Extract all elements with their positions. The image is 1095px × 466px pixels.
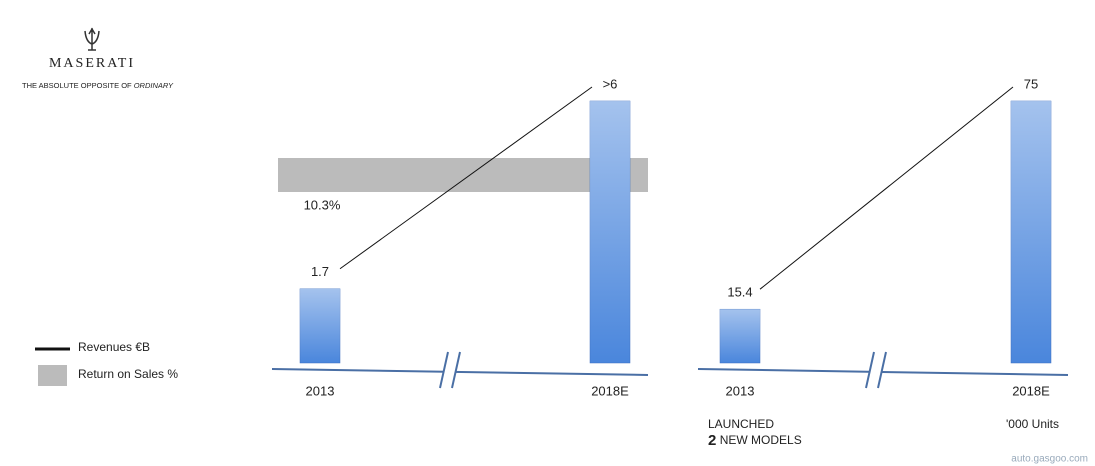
legend-label: Return on Sales % xyxy=(78,367,178,381)
legend-swatch xyxy=(38,365,67,386)
trend-line xyxy=(339,86,593,270)
tagline-text: THE ABSOLUTE OPPOSITE OF xyxy=(22,81,132,90)
axis-line xyxy=(271,368,649,376)
ros-label: 10.3% xyxy=(304,197,341,212)
legend-label: Revenues €B xyxy=(78,340,150,354)
value-label: 75 xyxy=(1024,76,1038,91)
x-tick-label: 2018E xyxy=(591,383,629,398)
bar-shine xyxy=(590,101,630,363)
axis-break xyxy=(451,351,461,389)
x-tick-label: 2018E xyxy=(1012,383,1050,398)
axis-break xyxy=(865,351,875,389)
axis-break-gap xyxy=(444,360,456,384)
note: LAUNCHED xyxy=(708,417,774,431)
axis-line xyxy=(697,368,1069,376)
value-label: 1.7 xyxy=(311,264,329,279)
brand: MASERATI xyxy=(49,56,135,71)
note-number: 2 xyxy=(708,432,716,449)
x-tick-label: 2013 xyxy=(306,383,335,398)
trident-icon xyxy=(84,27,100,51)
value-label: 15.4 xyxy=(727,285,752,300)
x-tick-label: 2013 xyxy=(726,383,755,398)
legend: Revenues €B Return on Sales % xyxy=(35,340,178,386)
tagline-italic: ORDINARY xyxy=(134,81,174,90)
note-text: NEW MODELS xyxy=(720,433,802,447)
unit-label: '000 Units xyxy=(1006,417,1059,431)
ros-band xyxy=(278,158,648,192)
trend-line xyxy=(759,86,1014,290)
bar-shine xyxy=(1011,101,1051,363)
axis-break-gap xyxy=(870,360,882,384)
logo: MASERATI THE ABSOLUTE OPPOSITE OF ORDINA… xyxy=(22,27,174,90)
axis-break xyxy=(877,351,887,389)
bar-shine xyxy=(300,288,340,363)
tagline: THE ABSOLUTE OPPOSITE OF ORDINARY xyxy=(22,81,174,90)
axis-break xyxy=(439,351,449,389)
watermark: auto.gasgoo.com xyxy=(1011,454,1088,465)
bar-shine xyxy=(720,309,760,363)
value-label: >6 xyxy=(603,76,618,91)
note: 2 NEW MODELS xyxy=(708,432,802,449)
